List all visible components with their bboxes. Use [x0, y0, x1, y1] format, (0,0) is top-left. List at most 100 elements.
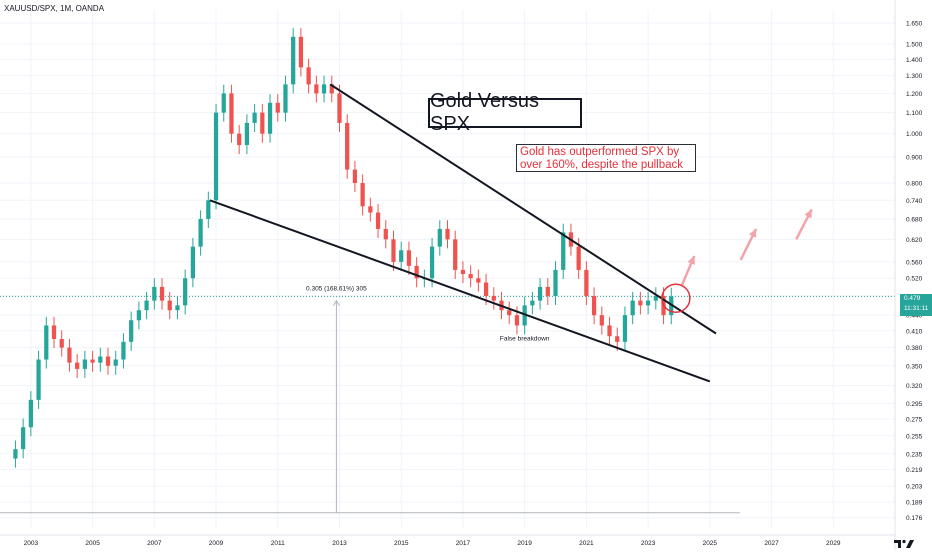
candle-body: [630, 300, 635, 316]
tradingview-logo[interactable]: [893, 537, 929, 550]
y-tick-label: 0.176: [906, 515, 923, 522]
x-tick-label: 2007: [147, 540, 162, 547]
y-tick-label: 1.500: [906, 42, 923, 49]
candle-body: [599, 315, 604, 326]
candle-body: [399, 250, 404, 262]
candle-body: [237, 133, 242, 146]
y-tick-label: 0.560: [906, 259, 923, 266]
x-tick-label: 2021: [579, 540, 594, 547]
x-tick-label: 2017: [456, 540, 471, 547]
measure-label: 0.305 (168.61%) 305: [306, 286, 367, 293]
projection-arrow-head: [687, 256, 695, 265]
x-tick-label: 2029: [826, 540, 841, 547]
candle-body: [190, 246, 196, 279]
x-tick-label: 2009: [209, 540, 224, 547]
candle-body: [437, 228, 442, 247]
tradingview-logo-icon: [894, 539, 914, 548]
candle-body: [607, 325, 612, 337]
candle-body: [213, 112, 219, 201]
candle-body: [368, 206, 373, 213]
candle-body: [584, 269, 589, 296]
candle-body: [645, 300, 651, 306]
candle-body: [491, 295, 496, 301]
candle-body: [483, 282, 489, 296]
symbol-label: XAUUSD/SPX, 1M, OANDA: [4, 4, 105, 13]
candle-body: [283, 84, 288, 113]
y-tick-label: 0.255: [906, 433, 923, 440]
candle-body: [198, 218, 203, 247]
candle-body: [275, 102, 280, 113]
projection-arrow-head: [804, 209, 812, 219]
y-tick-label: 0.380: [906, 345, 923, 352]
candle-body: [615, 336, 620, 342]
y-tick-label: 0.740: [906, 198, 923, 205]
candle-body: [159, 286, 165, 301]
candle-body: [476, 278, 481, 283]
annotation-box[interactable]: Gold has outperformed SPX by over 160%, …: [516, 144, 696, 172]
candle-body: [406, 250, 412, 266]
y-tick-label: 0.295: [906, 401, 923, 408]
x-tick-label: 2003: [24, 540, 39, 547]
x-tick-label: 2027: [764, 540, 779, 547]
y-tick-label: 1.650: [906, 21, 923, 28]
candle-body: [260, 112, 265, 134]
candle-body: [206, 200, 211, 219]
x-tick-label: 2015: [394, 540, 409, 547]
candle-body: [28, 399, 33, 428]
candle-body: [98, 356, 103, 363]
candle-body: [291, 36, 296, 85]
candle-body: [375, 212, 381, 229]
y-tick-label: 1.300: [906, 73, 923, 80]
current-price-value: 0.479: [904, 295, 921, 302]
x-tick-label: 2023: [641, 540, 656, 547]
candle-body: [653, 295, 658, 301]
candle-body: [622, 315, 628, 342]
candle-body: [113, 359, 118, 366]
breakout-circle: [661, 283, 691, 314]
candle-body: [90, 359, 95, 363]
x-tick-label: 2025: [703, 540, 718, 547]
candle-body: [314, 84, 319, 94]
candle-body: [183, 278, 188, 306]
candle-body: [244, 122, 250, 146]
y-tick-label: 0.350: [906, 363, 923, 370]
y-tick-label: 0.320: [906, 383, 923, 390]
candle-body: [121, 341, 126, 360]
candle-body: [13, 449, 18, 459]
y-tick-label: 1.100: [906, 110, 923, 117]
y-tick-label: 1.000: [906, 131, 923, 138]
candle-body: [144, 300, 149, 311]
x-tick-label: 2011: [271, 540, 285, 547]
overlay-layer: 0.305 (168.61%) 305 False breakdown: [0, 83, 813, 514]
false-breakdown-label: False breakdown: [500, 336, 550, 343]
candle-body: [445, 228, 450, 240]
y-tick-label: 0.520: [906, 276, 923, 283]
candle-body: [306, 67, 311, 85]
candle-body: [460, 269, 466, 275]
x-tick-label: 2019: [517, 540, 532, 547]
current-price-time: 11:31:11: [904, 305, 929, 312]
y-tick-label: 0.275: [906, 417, 923, 424]
y-tick-label: 0.680: [906, 216, 923, 223]
candle-body: [21, 427, 26, 450]
candle-body: [360, 183, 365, 207]
y-tick-label: 0.620: [906, 237, 923, 244]
candle-body: [298, 36, 304, 68]
candle-body: [51, 325, 57, 340]
candle-body: [75, 362, 80, 369]
candle-body: [352, 169, 358, 184]
grid-layer: [0, 10, 895, 528]
candle-body: [545, 286, 550, 296]
y-tick-label: 0.219: [906, 467, 923, 474]
candle-body: [82, 359, 87, 369]
y-tick-label: 0.189: [906, 499, 923, 506]
candle-body: [44, 325, 49, 360]
candle-body: [383, 228, 388, 240]
title-box[interactable]: Gold Versus SPX: [428, 90, 582, 135]
candle-body: [561, 232, 566, 270]
upper-trendline: [329, 83, 717, 335]
y-tick-label: 1.400: [906, 57, 923, 64]
